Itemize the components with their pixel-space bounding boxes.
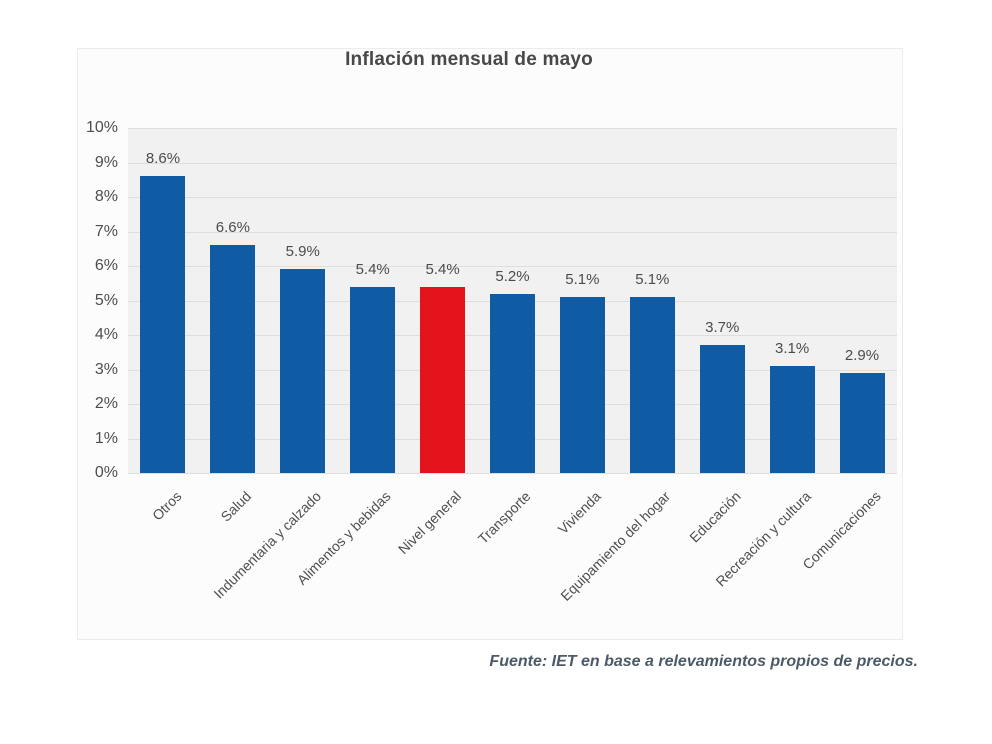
value-label-indumentaria-y-calzado: 5.9% xyxy=(285,243,320,261)
bar-nivel-general xyxy=(420,286,466,473)
bar-indumentaria-y-calzado xyxy=(280,269,326,473)
bar-transporte xyxy=(490,293,535,473)
y-tick-label: 5% xyxy=(94,291,118,309)
y-tick-label: 0% xyxy=(94,464,118,481)
gridline xyxy=(128,162,897,164)
y-tick-label: 1% xyxy=(94,429,118,447)
bar-recreacion-y-cultura xyxy=(769,366,815,473)
gridline xyxy=(128,473,897,474)
gridline xyxy=(128,197,897,198)
source-note: Fuente: IET en base a relevamientos prop… xyxy=(489,653,918,670)
gridline xyxy=(128,231,897,233)
y-tick-label: 3% xyxy=(94,360,118,378)
y-tick-label: 9% xyxy=(94,153,118,171)
gridline xyxy=(128,266,897,267)
value-label-comunicaciones: 2.9% xyxy=(844,346,880,364)
bar-equipamiento-del-hogar xyxy=(629,297,675,473)
value-label-vivienda: 5.1% xyxy=(565,271,600,289)
value-label-nivel-general: 5.4% xyxy=(425,260,460,278)
y-tick-label: 10% xyxy=(85,119,118,136)
bar-salud xyxy=(210,245,256,473)
y-tick-label: 8% xyxy=(94,188,118,205)
value-label-otros: 8.6% xyxy=(145,150,181,168)
chart-title: Inflación mensual de mayo xyxy=(345,49,593,70)
y-tick-label: 4% xyxy=(94,326,118,343)
y-tick-label: 2% xyxy=(94,395,118,412)
value-label-equipamiento-del-hogar: 5.1% xyxy=(635,271,670,289)
bar-otros xyxy=(140,176,186,473)
value-label-alimentos-y-bebidas: 5.4% xyxy=(355,260,390,278)
bar-vivienda xyxy=(559,297,605,473)
value-label-recreacion-y-cultura: 3.1% xyxy=(775,340,810,358)
bar-educacion xyxy=(699,345,745,473)
y-tick-label: 6% xyxy=(94,257,118,274)
bar-alimentos-y-bebidas xyxy=(350,286,396,473)
bar-comunicaciones xyxy=(839,372,885,473)
value-label-educacion: 3.7% xyxy=(705,319,740,337)
value-label-salud: 6.6% xyxy=(215,219,250,237)
value-label-transporte: 5.2% xyxy=(495,267,530,285)
y-tick-label: 7% xyxy=(94,222,118,240)
gridline xyxy=(128,128,897,129)
